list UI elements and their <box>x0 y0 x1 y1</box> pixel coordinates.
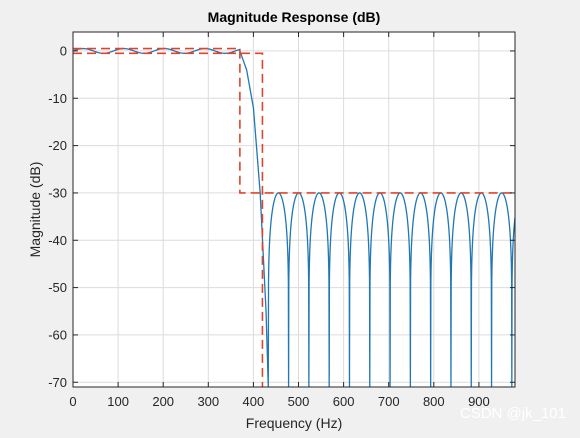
x-tick-label: 300 <box>197 394 219 409</box>
y-tick-label: -30 <box>48 185 67 200</box>
x-tick-label: 400 <box>243 394 265 409</box>
watermark: CSDN @jk_101 <box>460 405 566 422</box>
x-tick-label: 200 <box>152 394 174 409</box>
y-axis-title: Magnitude (dB) <box>27 162 43 258</box>
x-tick-label: 800 <box>423 394 445 409</box>
x-tick-label: 500 <box>288 394 310 409</box>
y-tick-label: -10 <box>48 91 67 106</box>
x-tick-label: 700 <box>378 394 400 409</box>
plot-area <box>73 32 515 387</box>
x-tick-label: 0 <box>69 394 76 409</box>
mask-line-0 <box>73 47 515 194</box>
y-tick-label: -50 <box>48 280 67 295</box>
x-tick-label: 600 <box>333 394 355 409</box>
x-tick-label: 900 <box>468 394 490 409</box>
axes-frame <box>72 31 516 388</box>
x-axis-title: Frequency (Hz) <box>246 415 342 431</box>
tick-layer: 0 100 200 300 400 500 600 700 800 900 0 -10 -20 -30 -4… <box>48 32 515 409</box>
series-layer <box>73 47 515 387</box>
y-tick-label: -40 <box>48 233 67 248</box>
y-tick-label: -60 <box>48 327 67 342</box>
mask-line-1 <box>73 52 264 387</box>
chart-title: Magnitude Response (dB) <box>208 9 381 25</box>
y-tick-label: -70 <box>48 375 67 390</box>
y-tick-label: -20 <box>48 138 67 153</box>
x-tick-label: 100 <box>107 394 129 409</box>
response-line <box>73 47 515 387</box>
y-tick-label: 0 <box>60 43 67 58</box>
